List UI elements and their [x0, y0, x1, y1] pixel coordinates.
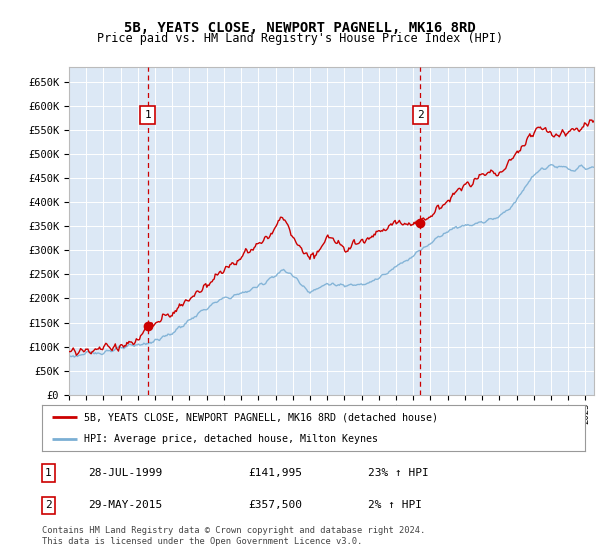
- Text: £357,500: £357,500: [248, 500, 302, 510]
- Text: 2: 2: [45, 500, 52, 510]
- Text: 29-MAY-2015: 29-MAY-2015: [88, 500, 163, 510]
- Text: 1: 1: [144, 110, 151, 120]
- Text: 28-JUL-1999: 28-JUL-1999: [88, 468, 163, 478]
- Text: 5B, YEATS CLOSE, NEWPORT PAGNELL, MK16 8RD (detached house): 5B, YEATS CLOSE, NEWPORT PAGNELL, MK16 8…: [85, 412, 439, 422]
- Text: £141,995: £141,995: [248, 468, 302, 478]
- Text: 2: 2: [417, 110, 424, 120]
- Text: Contains HM Land Registry data © Crown copyright and database right 2024.
This d: Contains HM Land Registry data © Crown c…: [42, 526, 425, 546]
- Text: 2% ↑ HPI: 2% ↑ HPI: [368, 500, 422, 510]
- Text: 5B, YEATS CLOSE, NEWPORT PAGNELL, MK16 8RD: 5B, YEATS CLOSE, NEWPORT PAGNELL, MK16 8…: [124, 21, 476, 35]
- Text: 23% ↑ HPI: 23% ↑ HPI: [368, 468, 428, 478]
- Text: 1: 1: [45, 468, 52, 478]
- Text: Price paid vs. HM Land Registry's House Price Index (HPI): Price paid vs. HM Land Registry's House …: [97, 32, 503, 45]
- Text: HPI: Average price, detached house, Milton Keynes: HPI: Average price, detached house, Milt…: [85, 435, 379, 444]
